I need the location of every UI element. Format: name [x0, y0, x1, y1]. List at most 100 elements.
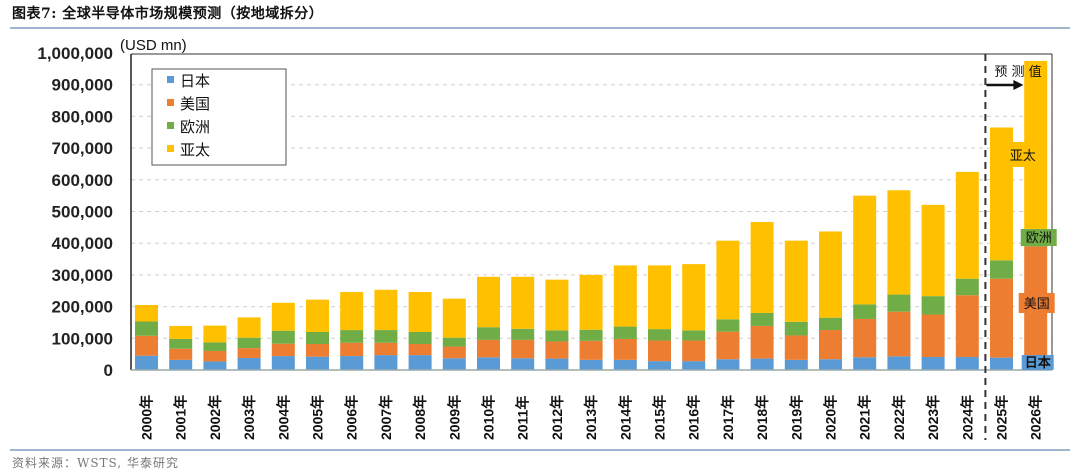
- legend-label: 亚太: [180, 141, 210, 159]
- bar-segment: [511, 276, 535, 329]
- bar-segment: [477, 357, 500, 370]
- bar-segment: [374, 342, 398, 356]
- x-tick-label: 2009年: [446, 395, 462, 440]
- bar-segment: [921, 314, 945, 358]
- bar-segment: [306, 299, 329, 332]
- bar-segment: [408, 331, 432, 345]
- x-tick-label: 2019年: [788, 395, 804, 440]
- x-tick-label: 2023年: [925, 395, 941, 440]
- bar-segment: [648, 340, 671, 362]
- stacked-bar-chart: 0 100,000 200,000 300,000 400,000 500,000 600,…: [37, 37, 1057, 440]
- source-divider: [10, 449, 1070, 451]
- bar-segment: [955, 171, 979, 279]
- label-usa: 美国: [1018, 293, 1055, 313]
- bar-segment: [203, 361, 227, 370]
- bar-segment: [716, 319, 740, 332]
- bar-segment: [271, 356, 295, 370]
- bar-segment: [955, 357, 979, 370]
- bar-segment: [374, 289, 398, 331]
- forecast-label: 预 测 值: [994, 64, 1041, 80]
- bar-segment: [750, 358, 774, 370]
- bar-segment: [579, 329, 603, 341]
- bar-segment: [135, 305, 158, 322]
- label-japan-text: 日本: [1025, 355, 1051, 371]
- label-apac-text: 亚太: [1010, 149, 1036, 164]
- label-apac: 亚太: [1003, 142, 1042, 167]
- x-tick-label: 2005年: [310, 395, 326, 440]
- bar-segment: [545, 341, 569, 359]
- bar-segment: [135, 321, 158, 336]
- y-tick-label: 1,000,000: [37, 44, 113, 63]
- x-tick-label: 2026年: [1028, 395, 1044, 440]
- bar-segment: [921, 296, 945, 315]
- bar-segment: [169, 338, 193, 349]
- bar-segment: [579, 359, 603, 370]
- bar-segment: [442, 298, 466, 338]
- bar-segment: [682, 264, 706, 331]
- y-tick-label: 800,000: [52, 107, 113, 126]
- x-tick-label: 2015年: [652, 395, 668, 440]
- arrowhead-icon: [1013, 80, 1024, 90]
- y-tick-label: 700,000: [52, 139, 113, 158]
- x-tick-label: 2000年: [139, 395, 155, 440]
- bar-segment: [887, 294, 911, 312]
- x-tick-label: 2006年: [344, 395, 360, 440]
- x-tick-label: 2011年: [515, 396, 531, 440]
- bar-segment: [169, 348, 193, 360]
- label-europe: 欧洲: [1020, 229, 1057, 246]
- x-tick-label: 2017年: [720, 395, 736, 440]
- bar-segment: [340, 292, 364, 331]
- legend-label: 欧洲: [180, 118, 210, 136]
- bar-segment: [340, 356, 364, 370]
- x-tick-label: 2001年: [173, 395, 189, 440]
- x-tick-label: 2024年: [959, 395, 975, 440]
- bar-segment: [648, 265, 671, 330]
- x-tick-label: 2013年: [583, 395, 599, 440]
- bar-segment: [990, 357, 1013, 370]
- x-tick-label: 2008年: [412, 395, 428, 440]
- bar-segment: [374, 330, 398, 343]
- bar-segment: [511, 339, 535, 359]
- bar-segment: [408, 292, 432, 332]
- legend-swatch: [167, 99, 174, 106]
- bar-segment: [442, 346, 466, 359]
- bar-segment: [477, 327, 500, 340]
- bar-segment: [306, 356, 329, 370]
- bar-segment: [169, 325, 193, 339]
- bar-segment: [819, 317, 842, 331]
- bar-segment: [237, 348, 261, 358]
- y-tick-label: 100,000: [52, 329, 113, 348]
- bar-segment: [408, 344, 432, 356]
- bar-segment: [921, 204, 945, 297]
- bar-segment: [237, 317, 261, 338]
- bar-segment: [716, 359, 740, 370]
- legend-swatch: [167, 122, 174, 129]
- bar-segment: [716, 240, 740, 320]
- bar-segment: [579, 340, 603, 360]
- y-tick-labels: 0 100,000 200,000 300,000 400,000 500,000 600,…: [37, 44, 113, 380]
- x-tick-labels: 2000年 2001年 2002年 2003年 2004年 2005年 2006年 2007年…: [139, 395, 1044, 440]
- source-note: 资料来源：WSTS, 华泰研究: [12, 456, 179, 470]
- figure-title: 图表7: 全球半导体市场规模预测（按地域拆分）: [12, 6, 324, 22]
- bar-segment: [545, 279, 569, 331]
- bar-segment: [613, 338, 637, 360]
- legend-label: 美国: [180, 95, 210, 113]
- bar-segment: [784, 321, 808, 336]
- bar-segment: [306, 344, 329, 357]
- bar-segment: [237, 337, 261, 349]
- y-tick-label: 200,000: [52, 298, 113, 317]
- legend-swatch: [167, 145, 174, 152]
- bar-segment: [784, 359, 808, 370]
- bar-segment: [819, 359, 842, 370]
- bar-segment: [853, 318, 877, 358]
- label-japan: 日本: [1021, 355, 1054, 371]
- label-europe-text: 欧洲: [1026, 231, 1052, 246]
- bar-segment: [955, 295, 979, 358]
- legend-box: [151, 68, 287, 166]
- bar-segment: [853, 195, 877, 305]
- bar-segment: [819, 231, 842, 318]
- x-tick-label: 2010年: [481, 395, 497, 440]
- y-tick-label: 0: [104, 361, 113, 380]
- bar-segment: [306, 331, 329, 345]
